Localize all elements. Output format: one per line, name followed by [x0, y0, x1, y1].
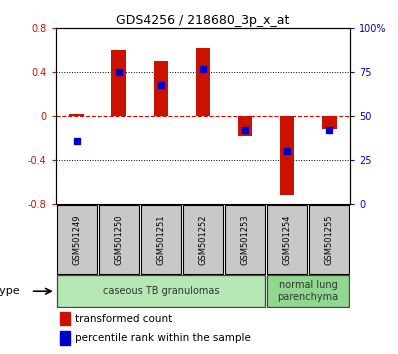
Text: GSM501249: GSM501249 [72, 214, 81, 265]
FancyBboxPatch shape [57, 275, 265, 307]
FancyBboxPatch shape [309, 205, 349, 274]
FancyBboxPatch shape [141, 205, 181, 274]
FancyBboxPatch shape [267, 205, 307, 274]
Text: GSM501252: GSM501252 [199, 214, 207, 265]
Text: GSM501253: GSM501253 [240, 214, 250, 265]
Bar [322, 116, 337, 130]
FancyBboxPatch shape [99, 205, 139, 274]
Text: GSM501251: GSM501251 [156, 214, 166, 265]
Text: GSM501254: GSM501254 [283, 214, 292, 265]
Text: normal lung
parenchyma: normal lung parenchyma [277, 280, 339, 302]
Bar [154, 61, 168, 116]
Text: caseous TB granulomas: caseous TB granulomas [103, 286, 219, 296]
Title: GDS4256 / 218680_3p_x_at: GDS4256 / 218680_3p_x_at [116, 14, 290, 27]
Bar [196, 48, 211, 116]
FancyBboxPatch shape [225, 205, 265, 274]
Text: transformed count: transformed count [75, 314, 172, 324]
Text: GSM501255: GSM501255 [325, 214, 334, 265]
Bar [69, 114, 84, 116]
FancyBboxPatch shape [183, 205, 223, 274]
Bar [238, 116, 252, 136]
FancyBboxPatch shape [267, 275, 349, 307]
Bar [111, 50, 126, 116]
Text: GSM501250: GSM501250 [114, 214, 123, 265]
Bar [60, 331, 70, 345]
Text: cell type: cell type [0, 286, 20, 296]
Bar [280, 116, 295, 195]
Text: percentile rank within the sample: percentile rank within the sample [75, 333, 251, 343]
FancyBboxPatch shape [57, 205, 97, 274]
Bar [60, 312, 70, 325]
